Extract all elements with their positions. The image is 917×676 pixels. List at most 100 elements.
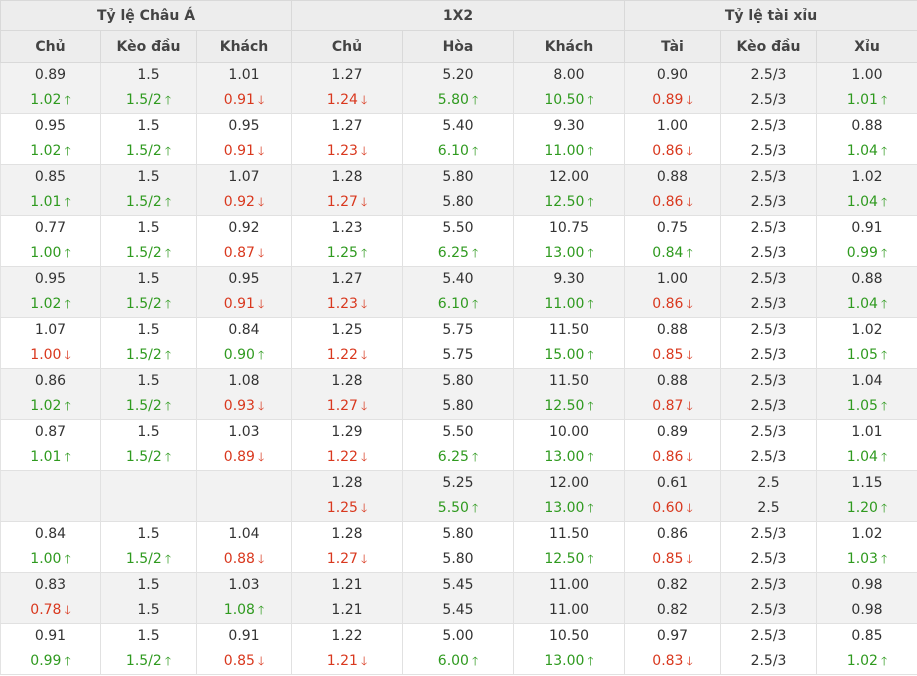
arrow-down-icon: 🡓 xyxy=(686,552,693,566)
arrow-up-icon: 🡑 xyxy=(164,297,172,311)
current-odds: 0.91 🡓 xyxy=(197,139,291,164)
arrow-up-icon: 🡑 xyxy=(164,348,172,362)
arrow-down-icon: 🡓 xyxy=(257,654,265,668)
arrow-up-icon: 🡑 xyxy=(471,246,479,260)
opening-odds: 0.86 xyxy=(34,373,67,389)
table-row: 1.07 1.00 🡓 1.5 1.5/2 🡑 0.84 0.90 🡑 1.25 1.22 🡓 5.75… xyxy=(0,317,917,369)
arrow-down-icon: 🡓 xyxy=(257,399,265,413)
arrow-down-icon: 🡓 xyxy=(257,246,265,260)
opening-odds: 1.02 xyxy=(851,322,883,338)
arrow-down-icon: 🡓 xyxy=(64,348,71,362)
odds-cell-handicap: 1.5 1.5/2 🡑 xyxy=(100,368,197,420)
table-row: 0.91 0.99 🡑 1.5 1.5/2 🡑 0.91 0.85 🡓 1.22 1.21 🡓 5.00… xyxy=(0,623,917,675)
arrow-down-icon: 🡓 xyxy=(686,144,693,158)
current-odds-value: 1.01 xyxy=(846,92,878,108)
opening-odds: 5.40 xyxy=(442,271,474,287)
current-odds: 1.5/2 🡑 xyxy=(101,292,196,317)
odds-cell-handicap: 1.5 1.5 xyxy=(100,572,197,624)
odds-cell-under: 1.02 1.03 🡑 xyxy=(816,521,917,573)
odds-cell-home-1x2: 1.29 1.22 🡓 xyxy=(291,419,403,471)
odds-cell-under: 1.02 1.05 🡑 xyxy=(816,317,917,369)
current-odds-value: 6.00 xyxy=(437,653,469,669)
odds-cell-under: 1.15 1.20 🡑 xyxy=(816,470,917,522)
odds-cell-away: 1.07 0.92 🡓 xyxy=(196,164,292,216)
odds-cell-total-line: 2.5/3 2.5/3 xyxy=(720,215,818,267)
current-odds-value: 5.80 xyxy=(437,92,469,108)
odds-cell-home: 0.87 1.01 🡑 xyxy=(0,419,101,471)
opening-odds: 5.75 xyxy=(442,322,474,338)
current-odds: 6.25 🡑 xyxy=(403,445,513,470)
current-odds-value: 0.91 xyxy=(223,92,255,108)
header-col-over: Tài xyxy=(624,30,722,63)
odds-cell-total-line: 2.5/3 2.5/3 xyxy=(720,623,818,675)
current-odds-value: 15.00 xyxy=(544,347,585,363)
current-odds: 0.82 xyxy=(625,598,720,623)
odds-cell-draw: 5.80 5.80 xyxy=(402,368,514,420)
arrow-up-icon: 🡑 xyxy=(471,654,479,668)
current-odds-value: 1.21 xyxy=(326,653,358,669)
current-odds-value: 0.85 xyxy=(652,347,684,363)
odds-cell-away: 0.91 0.85 🡓 xyxy=(196,623,292,675)
current-odds: 0.86 🡓 xyxy=(625,190,720,215)
odds-cell-handicap: 1.5 1.5/2 🡑 xyxy=(100,164,197,216)
arrow-up-icon: 🡑 xyxy=(587,552,594,566)
odds-cell-handicap xyxy=(100,470,197,522)
odds-cell-over: 1.00 0.86 🡓 xyxy=(624,266,722,318)
odds-cell-draw: 5.45 5.45 xyxy=(402,572,514,624)
odds-cell-home-1x2: 1.25 1.22 🡓 xyxy=(291,317,403,369)
arrow-down-icon: 🡓 xyxy=(257,450,265,464)
arrow-up-icon: 🡑 xyxy=(471,450,479,464)
opening-odds: 0.98 xyxy=(851,577,883,593)
current-odds-value: 6.25 xyxy=(437,449,469,465)
arrow-up-icon: 🡑 xyxy=(164,246,172,260)
opening-odds: 1.07 xyxy=(34,322,67,338)
current-odds: 11.00 🡑 xyxy=(514,139,624,164)
current-odds-value: 1.02 xyxy=(30,296,62,312)
odds-cell-over: 0.75 0.84 🡑 xyxy=(624,215,722,267)
current-odds: 1.04 🡑 xyxy=(817,190,917,215)
arrow-down-icon: 🡓 xyxy=(64,603,71,617)
current-odds: 13.00 🡑 xyxy=(514,241,624,266)
odds-cell-handicap: 1.5 1.5/2 🡑 xyxy=(100,215,197,267)
opening-odds: 0.89 xyxy=(656,424,689,440)
current-odds: 2.5/3 xyxy=(721,139,816,164)
current-odds: 2.5/3 xyxy=(721,547,816,572)
arrow-up-icon: 🡑 xyxy=(164,552,172,566)
opening-odds: 5.80 xyxy=(442,373,474,389)
opening-odds: 0.95 xyxy=(34,271,67,287)
odds-cell-away: 0.92 0.87 🡓 xyxy=(196,215,292,267)
current-odds: 6.10 🡑 xyxy=(403,292,513,317)
current-odds: 1.02 🡑 xyxy=(817,649,917,674)
arrow-up-icon: 🡑 xyxy=(880,144,888,158)
current-odds: 0.60 🡓 xyxy=(625,496,720,521)
current-odds-value: 1.00 xyxy=(30,245,62,261)
arrow-up-icon: 🡑 xyxy=(64,195,71,209)
current-odds-value: 1.01 xyxy=(30,449,62,465)
current-odds: 0.83 🡓 xyxy=(625,649,720,674)
current-odds: 1.04 🡑 xyxy=(817,292,917,317)
opening-odds: 1.03 xyxy=(228,577,260,593)
current-odds-value: 0.89 xyxy=(652,92,684,108)
current-odds: 0.86 🡓 xyxy=(625,292,720,317)
odds-cell-away-1x2: 9.30 11.00 🡑 xyxy=(512,266,626,318)
table-row: 0.84 1.00 🡑 1.5 1.5/2 🡑 1.04 0.88 🡓 1.28 1.27 🡓 5.80… xyxy=(0,521,917,573)
odds-cell-draw: 5.50 6.25 🡑 xyxy=(402,215,514,267)
arrow-up-icon: 🡑 xyxy=(64,399,71,413)
current-odds-value: 1.5/2 xyxy=(125,347,162,363)
opening-odds: 1.5 xyxy=(137,373,160,389)
odds-cell-home: 0.86 1.02 🡑 xyxy=(0,368,101,420)
opening-odds: 1.5 xyxy=(137,169,160,185)
opening-odds: 0.95 xyxy=(228,271,260,287)
current-odds-value: 1.04 xyxy=(846,143,878,159)
odds-cell-total-line: 2.5/3 2.5/3 xyxy=(720,368,818,420)
current-odds: 0.88 🡓 xyxy=(197,547,291,572)
current-odds: 10.50 🡑 xyxy=(514,88,624,113)
odds-cell-away-1x2: 12.00 13.00 🡑 xyxy=(512,470,626,522)
current-odds: 1.01 🡑 xyxy=(1,190,100,215)
current-odds-value: 0.87 xyxy=(223,245,255,261)
odds-cell-home: 0.89 1.02 🡑 xyxy=(0,62,101,114)
opening-odds: 1.15 xyxy=(851,475,883,491)
odds-cell-under: 0.85 1.02 🡑 xyxy=(816,623,917,675)
current-odds-value: 0.91 xyxy=(223,143,255,159)
arrow-up-icon: 🡑 xyxy=(64,246,71,260)
